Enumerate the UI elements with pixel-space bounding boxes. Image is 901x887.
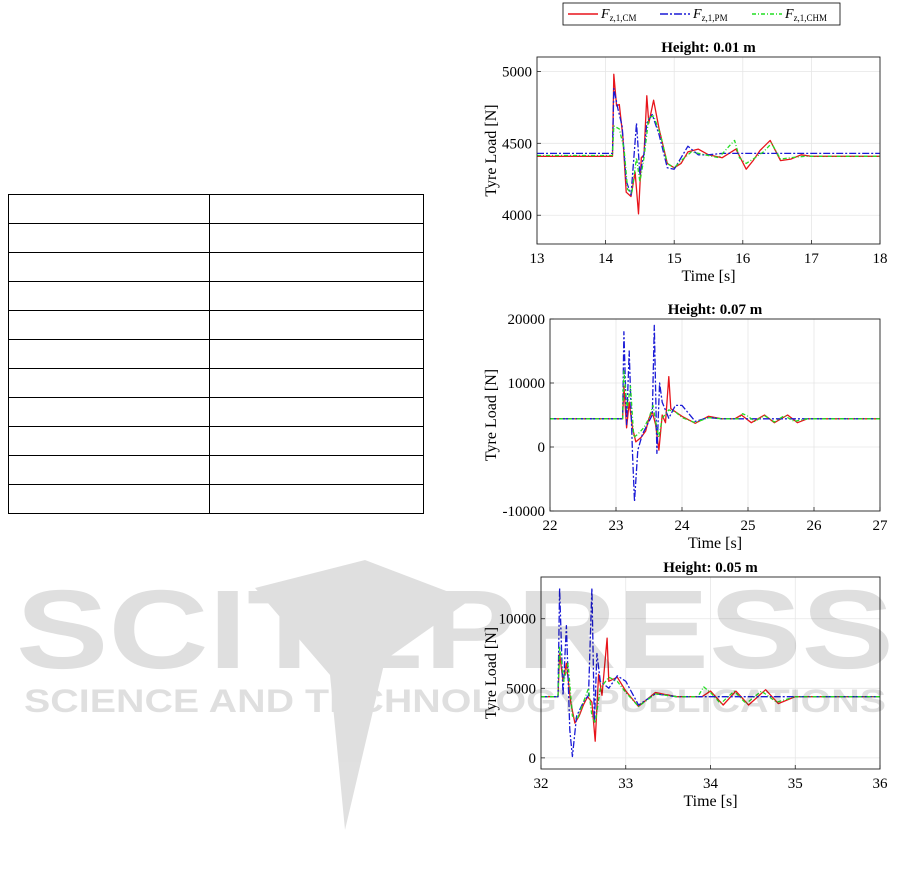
table-cell: [8, 455, 210, 485]
chart-1: 13 14 15 16 17 18 4000 4500 5000 Height: 0.01 m Ti…: [483, 40, 888, 285]
legend-label-subscript: z,1,CHM: [794, 13, 828, 23]
x-tick-label: 36: [873, 776, 889, 792]
table-row: [8, 455, 424, 485]
plot-area: [537, 57, 880, 244]
y-axis-label: Tyre Load [N]: [483, 627, 500, 719]
x-tick-label: 13: [530, 251, 545, 267]
y-tick-label: 0: [529, 751, 537, 767]
legend-box: [562, 2, 841, 26]
series-line-chm: [537, 115, 880, 195]
x-tick-label: 34: [703, 776, 719, 792]
chart-3: 32 33 34 35 36 0 5000 10000 Height: 0.05 m Time […: [483, 560, 888, 810]
table-cell: [8, 310, 210, 340]
chart-2: 22 23 24 25 26 27 -10000 0 10000 20000 Height: 0.0…: [483, 302, 888, 552]
y-tick-label: 10000: [508, 376, 546, 392]
legend-label-subscript: z,1,CM: [610, 13, 637, 23]
y-tick-label: -10000: [503, 504, 546, 520]
table-row: [8, 484, 424, 514]
y-tick-label: 5000: [506, 681, 536, 697]
series-line-chm: [550, 369, 880, 439]
x-tick-label: 18: [873, 251, 888, 267]
series-group: [537, 73, 880, 215]
table-cell: [209, 252, 424, 282]
series-line-pm: [537, 87, 880, 196]
legend-entries: Fz,1,CM Fz,1,PM Fz,1,CHM: [568, 7, 827, 23]
chart-title: Height: 0.07 m: [668, 302, 763, 318]
y-axis-label: Tyre Load [N]: [483, 104, 500, 196]
table-cell: [8, 339, 210, 369]
chart-title: Height: 0.01 m: [661, 40, 756, 56]
x-tick-label: 33: [618, 776, 633, 792]
table-row: [8, 310, 424, 340]
x-tick-label: 22: [543, 518, 558, 534]
axes-frame: [536, 56, 881, 245]
x-axis-label: Time [s]: [681, 268, 735, 285]
series-line-cm: [550, 375, 880, 451]
x-tick-label: 16: [735, 251, 751, 267]
series-line-cm: [541, 637, 880, 742]
table-cell: [209, 397, 424, 427]
table-row: [8, 252, 424, 282]
table-cell: [209, 339, 424, 369]
legend: Fz,1,CM Fz,1,PM Fz,1,CHM: [562, 2, 841, 26]
table-cell: [209, 368, 424, 398]
table-cell: [8, 223, 210, 253]
series-line-chm: [541, 645, 880, 724]
x-tick-label: 23: [609, 518, 624, 534]
table-row: [8, 368, 424, 398]
y-axis-label: Tyre Load [N]: [483, 369, 500, 461]
series-line-pm: [541, 587, 880, 758]
y-tick-label: 20000: [508, 312, 546, 328]
x-axis-label: Time [s]: [683, 793, 737, 810]
table-cell: [8, 281, 210, 311]
y-tick-label: 10000: [499, 612, 537, 628]
table-cell: [8, 368, 210, 398]
plot-area: [550, 319, 880, 511]
y-tick-label: 4500: [502, 136, 532, 152]
x-tick-label: 27: [873, 518, 889, 534]
series-group: [541, 587, 880, 758]
chart-title: Height: 0.05 m: [663, 560, 758, 576]
x-axis-label: Time [s]: [688, 535, 742, 552]
table-row: [8, 281, 424, 311]
y-tick-label: 5000: [502, 64, 532, 80]
legend-label-subscript: z,1,PM: [702, 13, 728, 23]
series-line-pm: [550, 324, 880, 503]
y-tick-label: 4000: [502, 208, 532, 224]
series-group: [550, 324, 880, 503]
table-cell: [8, 397, 210, 427]
empty-table: [8, 194, 424, 514]
x-tick-label: 25: [741, 518, 756, 534]
series-line-cm: [537, 73, 880, 215]
table-body: [8, 194, 424, 514]
x-tick-label: 26: [807, 518, 823, 534]
x-tick-label: 32: [534, 776, 549, 792]
x-tick-label: 24: [675, 518, 691, 534]
table-cell: [8, 484, 210, 514]
x-tick-label: 15: [667, 251, 682, 267]
x-tick-label: 17: [804, 251, 820, 267]
table-row: [8, 339, 424, 369]
x-tick-label: 35: [788, 776, 803, 792]
x-tick-label: 14: [598, 251, 614, 267]
y-tick-label: 0: [538, 440, 546, 456]
table-row: [8, 397, 424, 427]
table-cell: [209, 484, 424, 514]
axes-frame: [549, 318, 881, 512]
